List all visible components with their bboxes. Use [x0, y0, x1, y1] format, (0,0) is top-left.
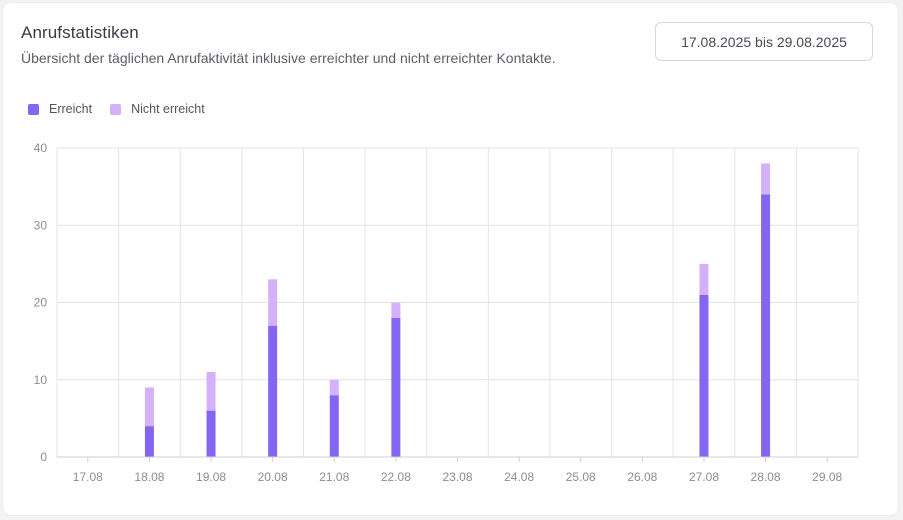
x-tick-label-24.08: 24.08	[504, 470, 534, 484]
bar-not-reached-18.08	[144, 387, 154, 427]
legend-swatch-not-reached	[110, 103, 122, 115]
y-tick-label-20: 20	[34, 296, 48, 310]
x-tick-label-25.08: 25.08	[566, 470, 596, 484]
card-subtitle: Übersicht der täglichen Anrufaktivität i…	[21, 50, 556, 66]
bar-reached-27.08	[699, 294, 709, 457]
y-tick-label-30: 30	[34, 218, 48, 232]
bar-not-reached-27.08	[699, 263, 709, 295]
bar-reached-22.08	[391, 317, 401, 457]
x-tick-label-28.08: 28.08	[751, 470, 781, 484]
bar-reached-28.08	[761, 194, 771, 457]
x-tick-label-23.08: 23.08	[442, 470, 472, 484]
x-tick-label-20.08: 20.08	[258, 470, 288, 484]
date-range-picker[interactable]: 17.08.2025 bis 29.08.2025	[655, 22, 873, 61]
legend-item-reached[interactable]: Erreicht	[28, 102, 92, 116]
legend-item-not-reached[interactable]: Nicht erreicht	[110, 102, 205, 116]
x-tick-label-27.08: 27.08	[689, 470, 719, 484]
bar-not-reached-28.08	[761, 163, 771, 195]
y-tick-label-0: 0	[40, 450, 47, 464]
bar-not-reached-19.08	[206, 372, 216, 411]
x-tick-label-21.08: 21.08	[319, 470, 349, 484]
y-tick-label-40: 40	[34, 141, 48, 155]
x-tick-label-22.08: 22.08	[381, 470, 411, 484]
bar-reached-21.08	[329, 395, 339, 457]
chart-legend: Erreicht Nicht erreicht	[28, 102, 223, 116]
bar-reached-18.08	[144, 426, 154, 457]
card-title: Anrufstatistiken	[21, 23, 139, 42]
x-tick-label-18.08: 18.08	[134, 470, 164, 484]
y-tick-label-10: 10	[34, 373, 48, 387]
legend-swatch-reached	[28, 103, 39, 115]
x-tick-label-29.08: 29.08	[812, 470, 842, 484]
bar-reached-19.08	[206, 410, 216, 457]
bar-not-reached-22.08	[391, 302, 401, 318]
x-tick-label-19.08: 19.08	[196, 470, 226, 484]
legend-label-reached: Erreicht	[49, 102, 93, 116]
x-tick-label-26.08: 26.08	[627, 470, 657, 484]
legend-label-not-reached: Nicht erreicht	[131, 102, 205, 116]
bar-reached-20.08	[268, 325, 278, 457]
bar-not-reached-20.08	[268, 279, 278, 326]
x-tick-label-17.08: 17.08	[73, 470, 103, 484]
bar-not-reached-21.08	[329, 379, 339, 396]
date-range-label: 17.08.2025 bis 29.08.2025	[681, 33, 847, 50]
